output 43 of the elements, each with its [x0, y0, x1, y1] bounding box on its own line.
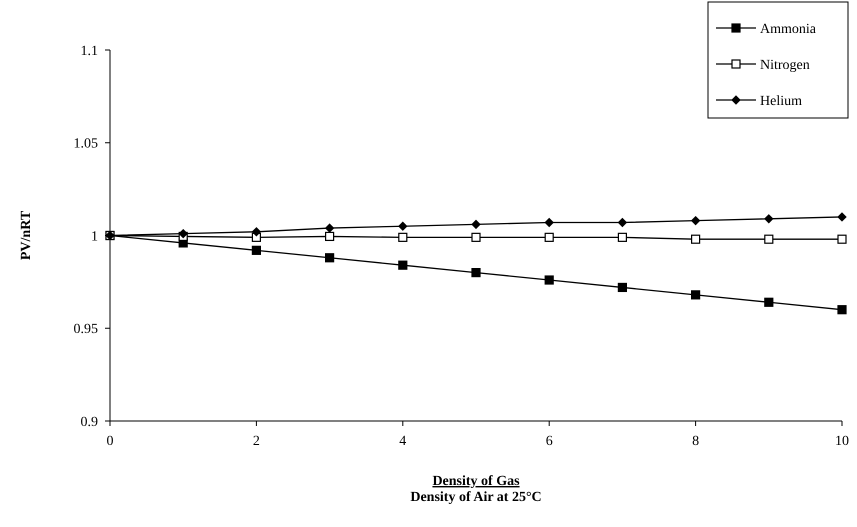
point — [691, 234, 700, 244]
point — [472, 220, 480, 229]
point — [618, 218, 627, 228]
y-tick-label: 0.95 — [74, 322, 98, 338]
legend-label: Nitrogen — [760, 58, 810, 73]
point — [325, 253, 334, 262]
point — [471, 268, 481, 278]
y-tick-label: 1.05 — [74, 136, 98, 152]
point — [618, 232, 627, 242]
y-tick-label: 0.9 — [80, 414, 98, 430]
x-tick-label: 6 — [546, 434, 553, 449]
point — [544, 232, 554, 242]
x-tick-label: 2 — [252, 434, 260, 449]
point — [764, 234, 774, 244]
point — [398, 260, 408, 270]
point — [252, 246, 261, 255]
point — [691, 216, 700, 226]
point — [764, 214, 774, 224]
x-tick-label: 4 — [399, 434, 406, 449]
point — [838, 212, 846, 222]
y-axis-title: PV/nRT — [19, 210, 34, 260]
legend-label: Helium — [760, 94, 802, 109]
point — [544, 218, 554, 228]
x-axis-title: Density of Gas Density of Air at 25°C — [410, 474, 542, 505]
x-tick-label: 0 — [106, 434, 114, 449]
point — [325, 224, 334, 233]
point — [764, 298, 774, 307]
point — [325, 232, 334, 242]
point — [837, 305, 847, 314]
point — [691, 290, 700, 300]
x-tick-label: 10 — [835, 434, 849, 449]
point — [544, 275, 554, 285]
y-tick-label: 1.1 — [80, 44, 98, 59]
point — [837, 234, 847, 244]
legend-label: Ammonia — [760, 22, 817, 37]
point — [471, 232, 481, 242]
point — [618, 282, 627, 292]
x-tick-label: 8 — [692, 434, 700, 449]
point — [178, 229, 188, 238]
point — [252, 227, 261, 236]
y-tick-label: 1 — [91, 229, 98, 244]
point — [398, 222, 408, 231]
point — [398, 232, 408, 242]
